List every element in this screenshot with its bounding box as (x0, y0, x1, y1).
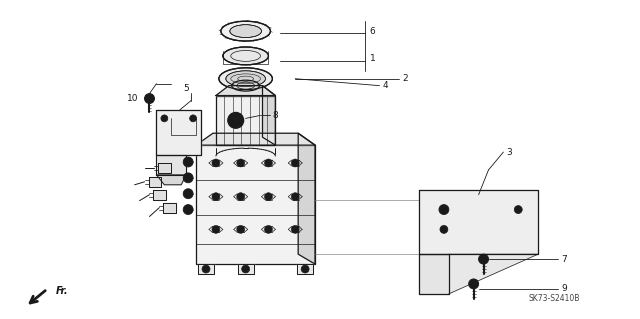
Circle shape (145, 93, 154, 103)
Circle shape (237, 193, 244, 201)
Text: SK73-S2410B: SK73-S2410B (528, 294, 580, 303)
Polygon shape (262, 85, 275, 145)
Circle shape (212, 193, 220, 201)
Circle shape (237, 159, 244, 167)
Circle shape (264, 226, 273, 234)
Text: 7: 7 (561, 255, 566, 263)
Ellipse shape (221, 21, 271, 41)
Circle shape (264, 193, 273, 201)
Circle shape (291, 193, 299, 201)
Circle shape (183, 204, 193, 214)
Circle shape (237, 226, 244, 234)
Polygon shape (419, 190, 538, 254)
Polygon shape (196, 145, 315, 264)
Circle shape (468, 279, 479, 289)
Ellipse shape (219, 68, 273, 90)
Text: 3: 3 (506, 148, 512, 157)
Circle shape (212, 226, 220, 234)
Circle shape (291, 159, 299, 167)
Polygon shape (297, 264, 313, 274)
Circle shape (183, 173, 193, 183)
Circle shape (202, 265, 210, 273)
Text: 8: 8 (273, 111, 278, 120)
Polygon shape (156, 175, 186, 185)
Circle shape (183, 189, 193, 199)
Text: 10: 10 (127, 94, 138, 103)
Polygon shape (159, 163, 172, 173)
Circle shape (439, 204, 449, 214)
Circle shape (189, 115, 196, 122)
Polygon shape (449, 254, 538, 294)
Text: 6: 6 (369, 26, 375, 36)
Text: 2: 2 (403, 74, 408, 83)
Text: 9: 9 (561, 284, 566, 293)
Polygon shape (154, 190, 166, 200)
Polygon shape (148, 177, 161, 187)
Circle shape (212, 159, 220, 167)
Text: 1: 1 (369, 54, 375, 63)
Circle shape (479, 254, 488, 264)
Text: 5: 5 (183, 84, 189, 93)
Circle shape (301, 265, 309, 273)
Polygon shape (198, 264, 214, 274)
Circle shape (242, 265, 250, 273)
Polygon shape (298, 133, 315, 264)
Circle shape (264, 159, 273, 167)
Circle shape (228, 112, 244, 128)
Polygon shape (237, 264, 253, 274)
Ellipse shape (230, 25, 262, 38)
Circle shape (515, 205, 522, 213)
Polygon shape (419, 254, 449, 294)
Ellipse shape (226, 71, 266, 87)
Circle shape (161, 115, 168, 122)
Polygon shape (216, 96, 275, 145)
Circle shape (440, 226, 448, 234)
Ellipse shape (223, 47, 268, 65)
Circle shape (183, 157, 193, 167)
Polygon shape (216, 85, 275, 96)
Polygon shape (156, 110, 201, 155)
Polygon shape (196, 133, 315, 145)
Text: Fr.: Fr. (55, 286, 68, 296)
Polygon shape (163, 203, 176, 212)
Polygon shape (156, 155, 186, 175)
Text: 4: 4 (383, 81, 388, 90)
Circle shape (291, 226, 299, 234)
